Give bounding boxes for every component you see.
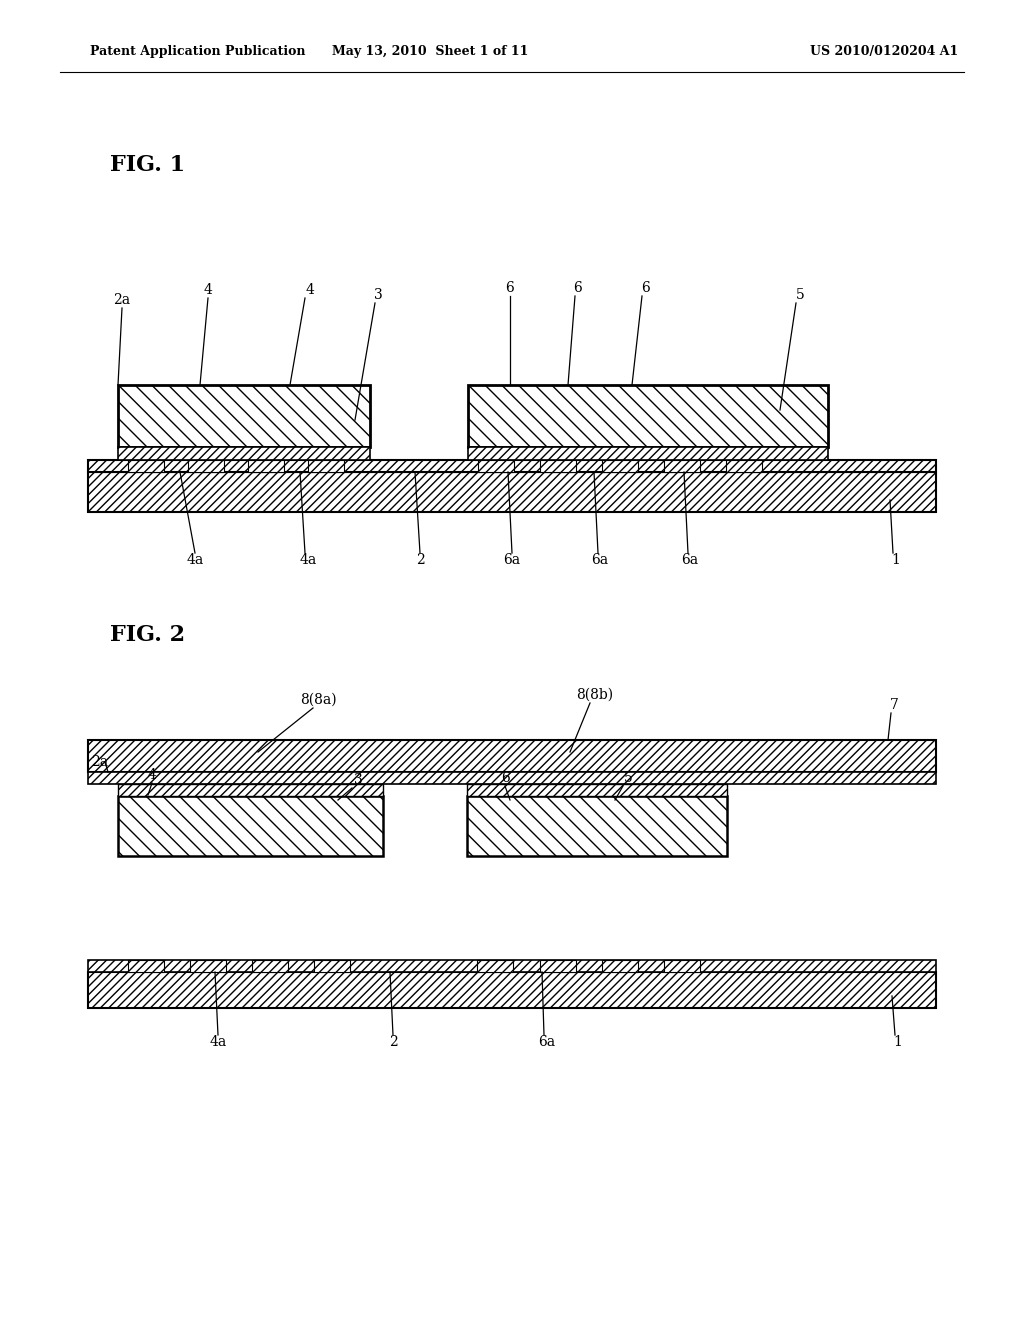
Text: 2a: 2a <box>114 293 131 308</box>
Text: 4a: 4a <box>299 553 316 568</box>
Bar <box>118 385 370 447</box>
Bar <box>248 459 284 473</box>
Bar <box>118 784 383 796</box>
Bar <box>88 972 936 1008</box>
Text: Patent Application Publication: Patent Application Publication <box>90 45 305 58</box>
Text: 4: 4 <box>147 768 157 781</box>
Text: FIG. 1: FIG. 1 <box>110 154 185 176</box>
Text: 4: 4 <box>305 282 314 297</box>
Text: 5: 5 <box>624 771 633 785</box>
Text: 6a: 6a <box>539 1035 556 1049</box>
Bar <box>128 960 164 972</box>
Text: 3: 3 <box>374 288 382 302</box>
Bar <box>188 459 224 473</box>
Bar <box>118 796 383 855</box>
Bar <box>602 459 638 473</box>
Bar <box>88 459 936 473</box>
Bar <box>540 960 575 972</box>
Bar <box>308 459 344 473</box>
Bar <box>467 784 727 796</box>
Text: 8(8a): 8(8a) <box>300 693 336 708</box>
Text: 3: 3 <box>353 774 362 787</box>
Text: 2: 2 <box>416 553 424 568</box>
Bar <box>477 960 513 972</box>
Text: FIG. 2: FIG. 2 <box>110 624 185 645</box>
Bar <box>467 796 727 855</box>
Text: 4: 4 <box>204 282 212 297</box>
Bar <box>478 459 514 473</box>
Text: 5: 5 <box>796 288 805 302</box>
Text: 6: 6 <box>641 281 649 294</box>
Text: 6a: 6a <box>504 553 520 568</box>
Bar <box>602 960 638 972</box>
Bar <box>190 960 226 972</box>
Bar <box>88 473 936 512</box>
Bar <box>540 459 575 473</box>
Text: 6a: 6a <box>592 553 608 568</box>
Text: 6a: 6a <box>681 553 698 568</box>
Bar <box>128 459 164 473</box>
Text: 7: 7 <box>890 698 898 711</box>
Bar <box>314 960 350 972</box>
Bar <box>88 741 936 772</box>
Bar <box>664 459 700 473</box>
Text: 1: 1 <box>892 553 900 568</box>
Bar <box>468 447 828 459</box>
Text: 1: 1 <box>894 1035 902 1049</box>
Text: 8(8b): 8(8b) <box>577 688 613 702</box>
Text: 4a: 4a <box>209 1035 226 1049</box>
Text: US 2010/0120204 A1: US 2010/0120204 A1 <box>810 45 958 58</box>
Text: 4a: 4a <box>186 553 204 568</box>
Bar <box>88 772 936 784</box>
Text: 2a: 2a <box>91 755 109 770</box>
Bar <box>252 960 288 972</box>
Text: 6: 6 <box>573 281 583 294</box>
Bar <box>468 385 828 447</box>
Text: 6: 6 <box>501 771 509 785</box>
Text: 6: 6 <box>506 281 514 294</box>
Bar <box>726 459 762 473</box>
Bar <box>88 960 936 972</box>
Text: May 13, 2010  Sheet 1 of 11: May 13, 2010 Sheet 1 of 11 <box>332 45 528 58</box>
Bar <box>118 447 370 459</box>
Bar <box>664 960 700 972</box>
Text: 2: 2 <box>389 1035 397 1049</box>
